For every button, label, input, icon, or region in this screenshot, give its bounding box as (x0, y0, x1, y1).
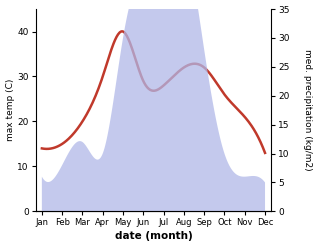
Y-axis label: max temp (C): max temp (C) (5, 79, 15, 141)
X-axis label: date (month): date (month) (114, 231, 192, 242)
Y-axis label: med. precipitation (kg/m2): med. precipitation (kg/m2) (303, 49, 313, 171)
